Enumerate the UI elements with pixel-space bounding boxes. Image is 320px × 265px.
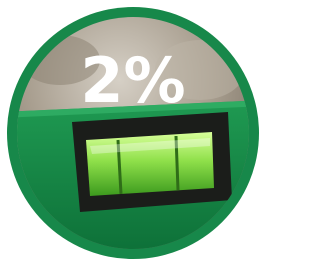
photo (0, 0, 265, 265)
percent-label: 2% (80, 44, 185, 117)
badge: 2% (0, 0, 265, 265)
